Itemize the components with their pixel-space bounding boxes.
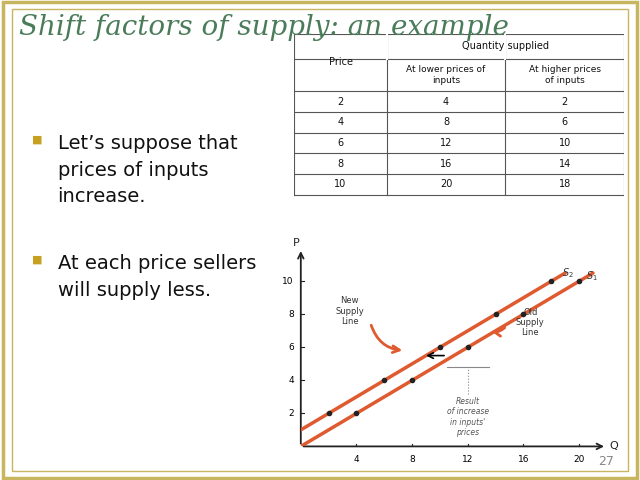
Text: 8: 8 [337,159,344,168]
Text: increase.: increase. [58,187,146,206]
Text: 20: 20 [440,180,452,189]
Text: 14: 14 [559,159,571,168]
Text: 8: 8 [288,310,294,319]
Text: Result
of increase
in inputs'
prices: Result of increase in inputs' prices [447,397,489,437]
Text: ■: ■ [32,134,42,144]
Text: 6: 6 [288,343,294,352]
Text: 2: 2 [561,96,568,107]
Text: Shift factors of supply: an example: Shift factors of supply: an example [19,14,509,41]
Text: New
Supply
Line: New Supply Line [335,296,364,326]
Text: Price: Price [328,58,353,67]
Text: ■: ■ [32,254,42,264]
Text: 4: 4 [288,376,294,385]
Text: 16: 16 [440,159,452,168]
Text: 8: 8 [409,456,415,465]
Text: 12: 12 [440,138,452,148]
Text: Old
Supply
Line: Old Supply Line [516,308,545,337]
Text: 6: 6 [562,117,568,127]
Text: 4: 4 [443,96,449,107]
Text: 27: 27 [598,455,614,468]
Text: $S_2$: $S_2$ [563,266,574,280]
Text: 4: 4 [354,456,359,465]
Text: Let’s suppose that: Let’s suppose that [58,134,237,154]
Text: At higher prices
of inputs: At higher prices of inputs [529,65,601,85]
Text: 20: 20 [573,456,585,465]
Text: prices of inputs: prices of inputs [58,161,208,180]
Text: P: P [293,238,300,248]
Text: 8: 8 [443,117,449,127]
Text: 4: 4 [337,117,344,127]
Text: will supply less.: will supply less. [58,281,211,300]
Text: At lower prices of
inputs: At lower prices of inputs [406,65,486,85]
Text: 2: 2 [288,409,294,418]
Text: 12: 12 [462,456,474,465]
Text: 10: 10 [282,277,294,286]
Text: 10: 10 [559,138,571,148]
Text: $S_1$: $S_1$ [586,269,598,283]
Text: Q: Q [609,442,618,451]
Text: 2: 2 [337,96,344,107]
Text: At each price sellers: At each price sellers [58,254,256,274]
Text: 10: 10 [335,180,347,189]
Text: 6: 6 [337,138,344,148]
Text: 18: 18 [559,180,571,189]
Text: Quantity supplied: Quantity supplied [462,41,549,51]
Text: 16: 16 [518,456,529,465]
